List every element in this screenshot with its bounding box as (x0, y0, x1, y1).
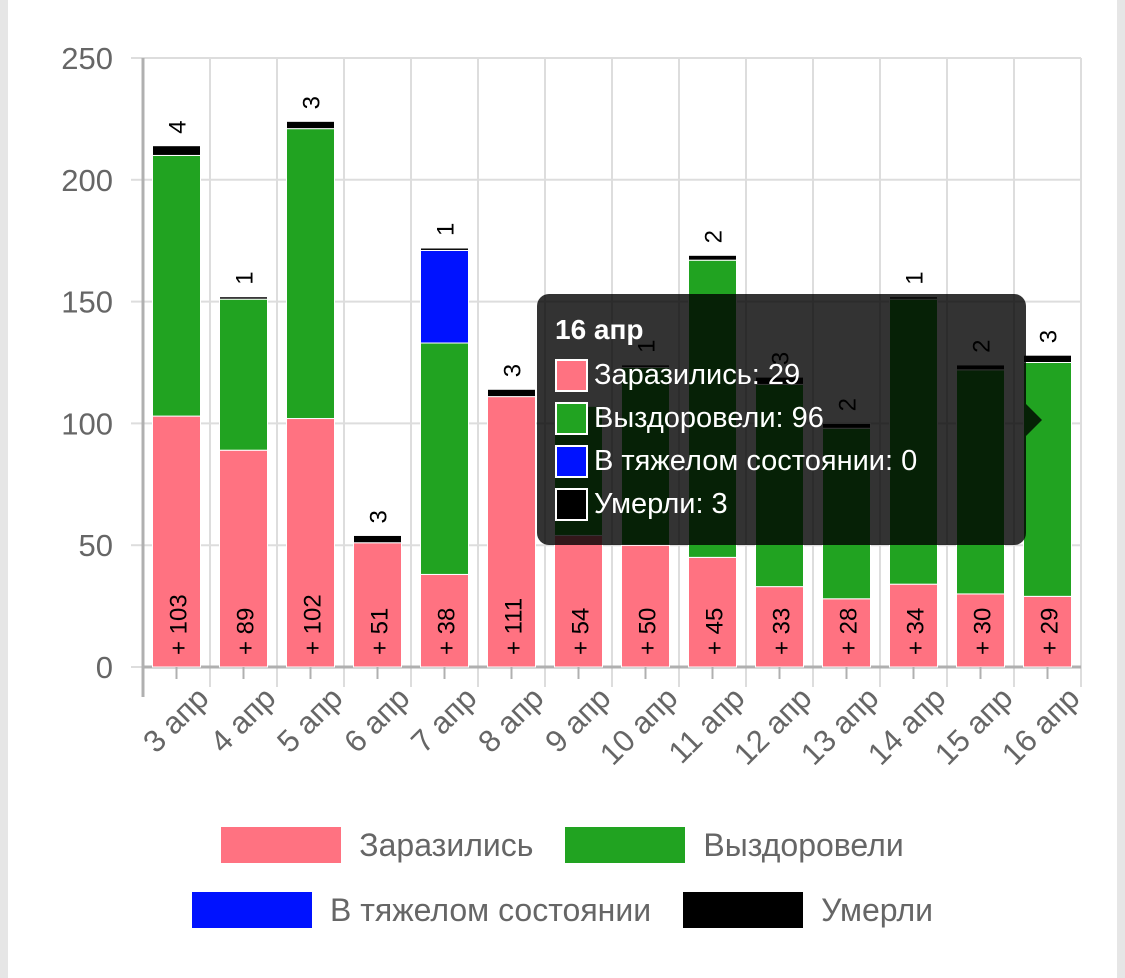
tooltip: 16 апр Заразились: 29 Выздоровели: 96 В … (537, 294, 1026, 545)
data-label-infected: + 102 (300, 594, 327, 655)
tooltip-swatch-severe (555, 445, 588, 478)
x-tick-label: 8 апр (471, 680, 550, 759)
bar-died (286, 120, 335, 130)
legend-swatch-infected (221, 827, 342, 863)
bar-died (353, 534, 402, 544)
bar-recovered (286, 128, 335, 420)
data-label-infected: + 54 (568, 608, 595, 655)
data-label-died: 2 (701, 230, 728, 243)
tooltip-swatch-died (555, 488, 588, 521)
bar-died (152, 145, 201, 156)
bar-infected (286, 418, 335, 668)
data-label-died: 3 (1036, 330, 1063, 343)
bar-died (420, 247, 469, 251)
bar-infected (688, 556, 737, 668)
bar-recovered (1023, 362, 1072, 597)
bar-infected (554, 534, 603, 668)
data-label-infected: + 29 (1037, 608, 1064, 655)
x-tick-label: 10 апр (593, 680, 684, 771)
x-tick-label: 3 апр (136, 680, 215, 759)
data-label-infected: + 38 (434, 608, 461, 655)
bar-recovered (420, 342, 469, 575)
legend-item-severe[interactable]: В тяжелом состоянии (191, 891, 652, 929)
legend-item-infected[interactable]: Заразились (221, 827, 533, 864)
tooltip-row-severe: В тяжелом состоянии: 0 (555, 440, 1008, 483)
legend-swatch-severe (191, 892, 312, 928)
legend-swatch-died (683, 892, 804, 928)
data-label-died: 3 (366, 510, 393, 523)
data-label-infected: + 111 (501, 598, 528, 655)
tooltip-text-infected: Заразились: 29 (594, 359, 801, 391)
y-tick-label: 100 (61, 406, 113, 441)
tooltip-row-recovered: Выздоровели: 96 (555, 397, 1008, 440)
tooltip-row-infected: Заразились: 29 (555, 354, 1008, 397)
x-tick-label: 6 апр (337, 680, 416, 759)
y-tick-label: 150 (61, 285, 113, 320)
tooltip-arrow (1026, 404, 1042, 436)
bar-severe (420, 249, 469, 344)
legend-item-died[interactable]: Умерли (683, 892, 933, 929)
data-label-infected: + 45 (702, 608, 729, 655)
bar-died (688, 254, 737, 261)
bar-infected (755, 586, 804, 668)
legend-swatch-recovered (565, 827, 686, 863)
data-label-died: 3 (500, 364, 527, 377)
bar-recovered (152, 154, 201, 417)
bar-died (219, 296, 268, 300)
legend-item-recovered[interactable]: Выздоровели (565, 826, 904, 864)
tooltip-swatch-infected (555, 359, 588, 392)
data-label-infected: + 33 (769, 608, 796, 655)
tooltip-text-died: Умерли: 3 (594, 488, 728, 520)
y-tick-label: 250 (61, 41, 113, 76)
data-label-infected: + 103 (166, 594, 193, 655)
data-label-died: 4 (165, 120, 192, 133)
x-tick-label: 7 апр (404, 680, 483, 759)
x-tick-label: 5 апр (270, 680, 349, 759)
data-label-infected: + 34 (903, 608, 930, 655)
legend-label-died: Умерли (821, 891, 933, 928)
legend-label-infected: Заразились (359, 826, 534, 863)
data-label-died: 1 (232, 271, 259, 284)
bar-died (1023, 354, 1072, 363)
tooltip-text-recovered: Выздоровели: 96 (594, 402, 824, 434)
legend-label-severe: В тяжелом состоянии (329, 891, 652, 928)
x-tick-label: 4 апр (203, 680, 282, 759)
bar-infected (822, 598, 871, 668)
bar-died (487, 388, 536, 398)
bar-recovered (219, 298, 268, 451)
data-label-died: 3 (299, 96, 326, 109)
legend-row-2: В тяжелом состоянии Умерли (0, 885, 1125, 935)
bar-infected (1023, 595, 1072, 668)
bar-infected (420, 573, 469, 668)
legend-row-1: Заразились Выздоровели (0, 820, 1125, 870)
data-label-infected: + 50 (635, 608, 662, 655)
bar-infected (152, 415, 201, 668)
data-label-infected: + 28 (836, 608, 863, 655)
y-tick-label: 50 (79, 528, 113, 563)
y-tick-label: 200 (61, 163, 113, 198)
x-tick-label: 16 апр (995, 680, 1086, 771)
legend-label-recovered: Выздоровели (703, 826, 904, 863)
data-label-infected: + 51 (367, 608, 394, 655)
data-label-died: 1 (433, 223, 460, 236)
tooltip-text-severe: В тяжелом состоянии: 0 (594, 445, 918, 477)
tooltip-title: 16 апр (555, 314, 644, 345)
bar-infected (219, 449, 268, 668)
tooltip-swatch-recovered (555, 402, 588, 435)
data-label-died: 1 (902, 271, 929, 284)
data-label-infected: + 89 (233, 608, 260, 655)
tooltip-row-died: Умерли: 3 (555, 483, 1008, 526)
data-label-infected: + 30 (970, 608, 997, 655)
y-tick-label: 0 (96, 650, 113, 685)
